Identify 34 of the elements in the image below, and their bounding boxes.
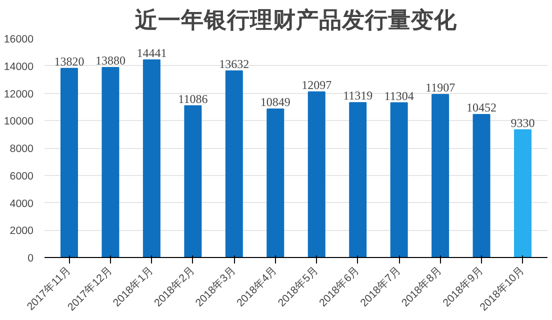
bar [308, 91, 326, 258]
data-label: 11304 [384, 88, 414, 103]
data-label: 13632 [219, 56, 250, 71]
chart-title: 近一年银行理财产品发行量变化 [134, 6, 458, 34]
data-label: 13820 [54, 54, 84, 68]
bar [349, 102, 367, 258]
bar [142, 59, 160, 258]
bar [390, 102, 408, 258]
bar [266, 108, 284, 258]
y-tick-label: 2000 [10, 225, 34, 238]
data-label: 9330 [510, 116, 535, 130]
y-tick-label: 10000 [4, 116, 34, 128]
y-tick-label: 16000 [4, 34, 34, 46]
y-tick-label: 14000 [4, 60, 34, 73]
y-tick-label: 0 [28, 252, 34, 264]
data-label: 11086 [178, 92, 208, 106]
data-label: 10849 [260, 95, 290, 110]
y-tick-label: 6000 [10, 170, 34, 182]
bar [184, 105, 202, 258]
y-tick-label: 12000 [4, 88, 34, 100]
data-label: 10452 [466, 100, 497, 114]
bar [102, 67, 120, 258]
data-label: 14441 [136, 46, 167, 60]
bar [432, 94, 450, 258]
bar [472, 114, 490, 258]
data-label: 13880 [95, 54, 126, 68]
data-label: 11907 [426, 80, 456, 95]
bar [514, 129, 532, 258]
data-label: 12097 [302, 78, 332, 92]
data-label: 11319 [343, 88, 373, 103]
y-tick-label: 4000 [10, 198, 34, 210]
bar [60, 68, 78, 258]
y-tick-label: 8000 [10, 143, 34, 155]
bar [225, 70, 243, 258]
